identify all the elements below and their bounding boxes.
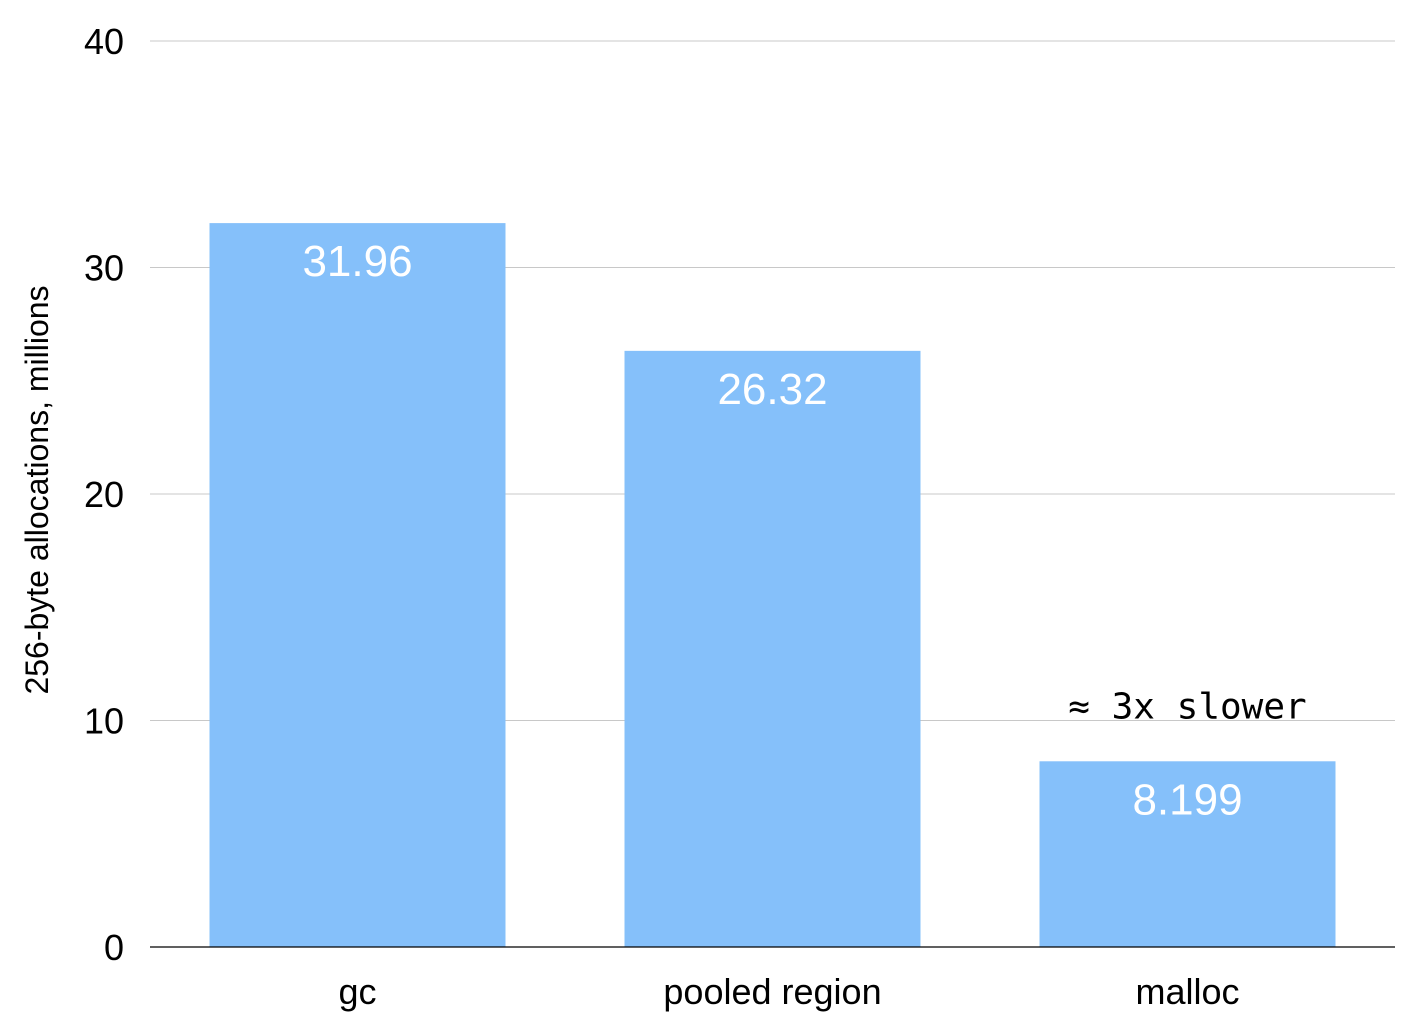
bar-value-labels: 31.96 26.32 8.199 [302, 237, 1242, 824]
y-tick-label: 40 [84, 21, 124, 62]
bar [1039, 761, 1336, 947]
y-tick-label: 0 [104, 927, 124, 968]
y-axis-title: 256-byte allocations, millions [19, 285, 55, 694]
bar [624, 350, 921, 947]
annotations: ≈ 3x slower [1068, 686, 1306, 727]
x-category-label: pooled region [663, 971, 881, 1012]
y-tick-label: 10 [84, 701, 124, 742]
annotation-text: ≈ 3x slower [1068, 686, 1306, 727]
bar-value-label: 26.32 [717, 365, 827, 414]
bar-value-label: 31.96 [302, 237, 412, 286]
x-category-label: gc [338, 971, 376, 1012]
bars [209, 223, 1336, 947]
x-category-label: malloc [1135, 971, 1239, 1012]
y-axis-ticks: 0 10 20 30 40 [84, 21, 124, 968]
bar [209, 223, 506, 947]
y-tick-label: 20 [84, 474, 124, 515]
x-axis-categories: gc pooled region malloc [338, 971, 1239, 1012]
y-tick-label: 30 [84, 248, 124, 289]
bar-value-label: 8.199 [1132, 775, 1242, 824]
